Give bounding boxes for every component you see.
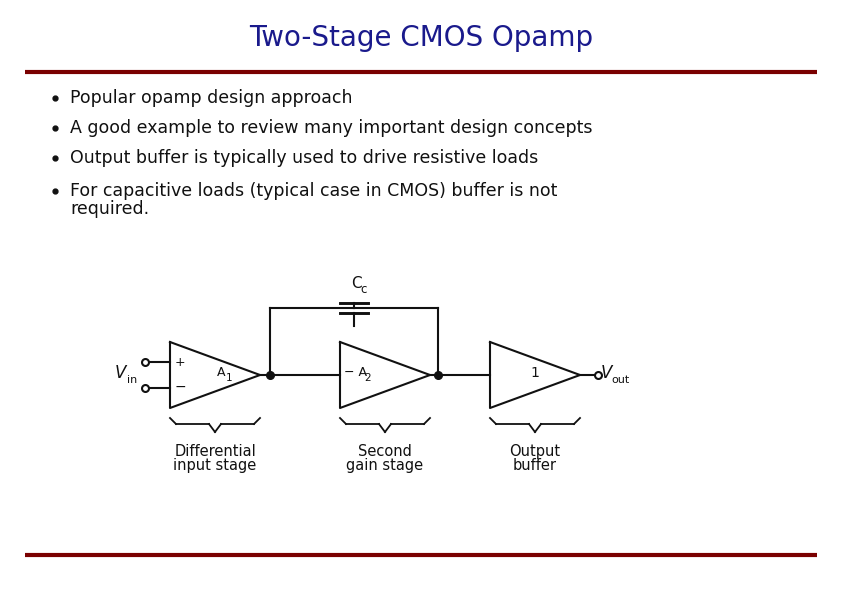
Text: Output buffer is typically used to drive resistive loads: Output buffer is typically used to drive… — [70, 149, 538, 167]
Text: For capacitive loads (typical case in CMOS) buffer is not: For capacitive loads (typical case in CM… — [70, 182, 557, 200]
Text: buffer: buffer — [513, 458, 557, 473]
Text: A: A — [217, 367, 226, 380]
Text: Output: Output — [509, 444, 561, 459]
Text: V: V — [115, 364, 125, 382]
Text: input stage: input stage — [173, 458, 257, 473]
Text: − A: − A — [344, 367, 367, 380]
Text: c: c — [361, 283, 367, 296]
Text: Differential: Differential — [174, 444, 256, 459]
Text: 1: 1 — [530, 366, 540, 380]
Text: Second: Second — [358, 444, 412, 459]
Text: C: C — [350, 276, 361, 291]
Text: V: V — [601, 364, 612, 382]
Text: required.: required. — [70, 200, 149, 218]
Text: +: + — [175, 356, 185, 369]
Text: Popular opamp design approach: Popular opamp design approach — [70, 89, 353, 107]
Text: 2: 2 — [364, 373, 370, 383]
Text: out: out — [611, 375, 629, 385]
Text: 1: 1 — [226, 373, 232, 383]
Text: −: − — [175, 380, 187, 394]
Text: gain stage: gain stage — [346, 458, 424, 473]
Text: A good example to review many important design concepts: A good example to review many important … — [70, 119, 593, 137]
Text: in: in — [127, 375, 137, 385]
Text: Two-Stage CMOS Opamp: Two-Stage CMOS Opamp — [249, 24, 593, 52]
